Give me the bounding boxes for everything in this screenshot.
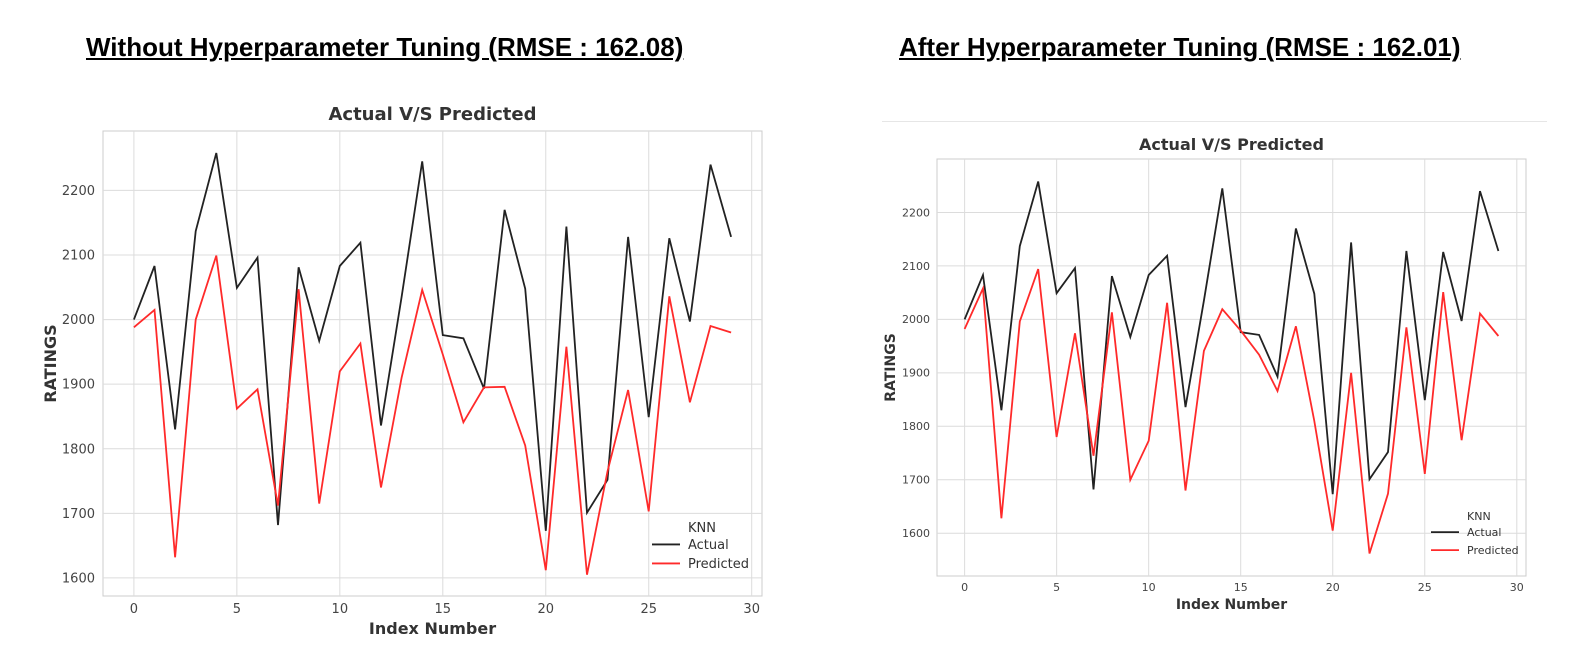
x-tick-label: 10 <box>1142 581 1156 594</box>
chart-title: Actual V/S Predicted <box>328 104 536 125</box>
plot-area <box>936 158 1527 577</box>
y-tick-label: 1700 <box>902 474 930 487</box>
plot-area <box>102 130 763 597</box>
series-line-actual <box>963 181 1500 495</box>
x-tick-label: 25 <box>640 602 657 617</box>
y-tick-label: 1600 <box>62 571 95 586</box>
series-line-actual <box>133 152 732 531</box>
y-axis-label: RATINGS <box>41 324 60 402</box>
right-heading: After Hyperparameter Tuning (RMSE : 162.… <box>899 32 1461 62</box>
left-heading: Without Hyperparameter Tuning (RMSE : 16… <box>86 32 684 62</box>
y-tick-label: 2000 <box>902 313 930 326</box>
legend-title: KNN <box>1467 510 1491 523</box>
x-tick-label: 5 <box>233 602 241 617</box>
x-tick-label: 30 <box>743 602 760 617</box>
y-tick-label: 1700 <box>62 507 95 522</box>
x-tick-label: 10 <box>332 602 349 617</box>
y-tick-label: 1900 <box>62 378 95 393</box>
series-line-predicted <box>963 268 1500 554</box>
y-tick-label: 2000 <box>62 313 95 328</box>
series-line-predicted <box>133 255 732 575</box>
x-tick-label: 0 <box>130 602 138 617</box>
legend-label-predicted: Predicted <box>688 557 749 572</box>
y-tick-label: 2100 <box>62 249 95 264</box>
legend-title: KNN <box>688 521 716 536</box>
y-tick-label: 1800 <box>902 420 930 433</box>
y-tick-label: 2200 <box>62 184 95 199</box>
y-tick-label: 2200 <box>902 206 930 219</box>
x-tick-label: 25 <box>1418 581 1432 594</box>
legend-label-actual: Actual <box>1467 526 1501 539</box>
x-tick-label: 15 <box>1234 581 1248 594</box>
x-tick-label: 5 <box>1053 581 1060 594</box>
legend-label-actual: Actual <box>688 538 729 553</box>
panel-divider <box>882 121 1547 122</box>
y-tick-label: 2100 <box>902 260 930 273</box>
x-tick-label: 0 <box>961 581 968 594</box>
x-tick-label: 30 <box>1510 581 1524 594</box>
y-tick-label: 1900 <box>902 367 930 380</box>
chart-title: Actual V/S Predicted <box>1139 135 1324 154</box>
y-tick-label: 1800 <box>62 442 95 457</box>
x-tick-label: 15 <box>435 602 452 617</box>
y-tick-label: 1600 <box>902 527 930 540</box>
y-axis-label: RATINGS <box>883 333 899 402</box>
x-tick-label: 20 <box>1326 581 1340 594</box>
legend-label-predicted: Predicted <box>1467 544 1519 557</box>
x-axis-label: Index Number <box>1176 597 1287 613</box>
x-tick-label: 20 <box>537 602 554 617</box>
x-axis-label: Index Number <box>369 619 496 638</box>
